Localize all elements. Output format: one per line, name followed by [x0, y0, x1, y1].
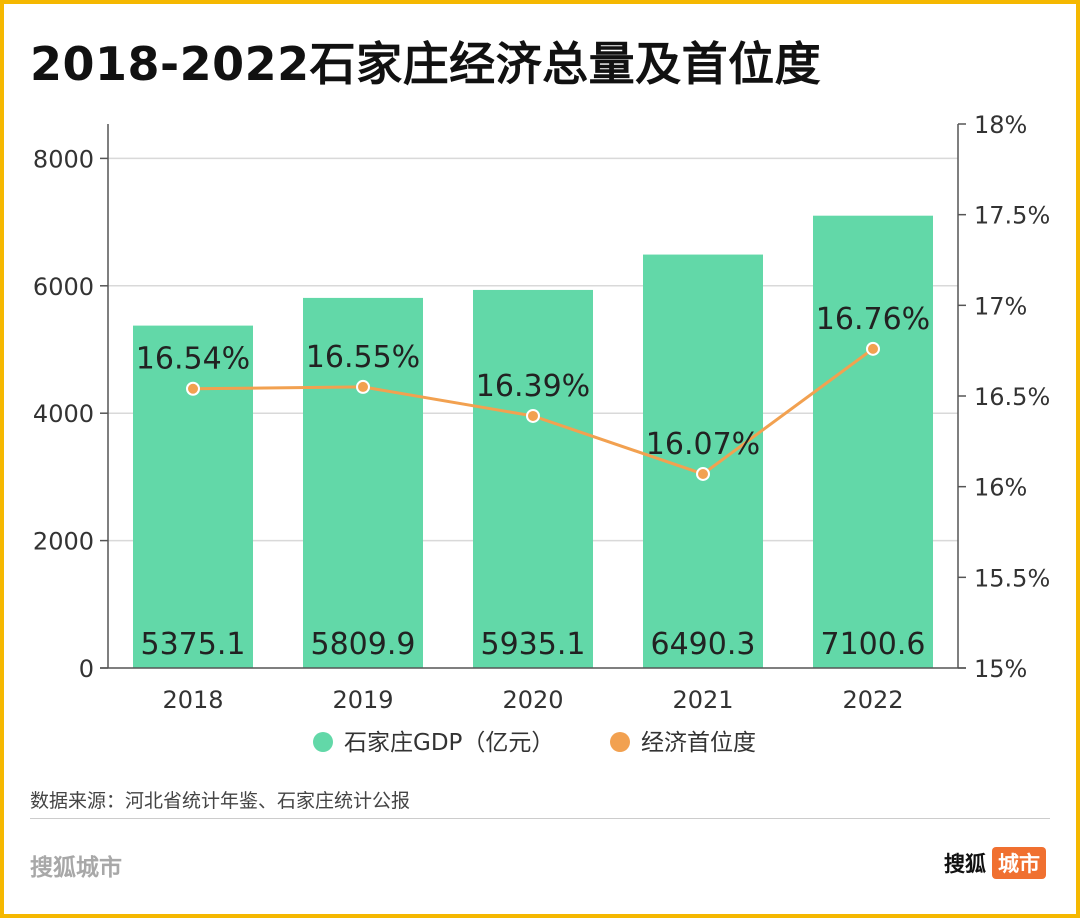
left-tick-label: 4000: [33, 400, 94, 428]
x-tick-label: 2021: [672, 686, 733, 714]
left-tick-label: 2000: [33, 528, 94, 556]
right-tick-label: 15.5%: [974, 564, 1050, 592]
left-tick-label: 6000: [33, 273, 94, 301]
legend-marker-ratio: [610, 732, 630, 752]
x-tick-label: 2019: [332, 686, 393, 714]
footer-divider: [30, 818, 1050, 819]
ratio-data-label: 16.39%: [476, 369, 590, 404]
gdp-bar: [133, 325, 253, 668]
legend-label-ratio: 经济首位度: [641, 730, 756, 756]
ratio-data-label: 16.55%: [306, 340, 420, 375]
bar-value-label: 5935.1: [481, 627, 586, 662]
ratio-point: [526, 408, 540, 423]
ratio-data-label: 16.54%: [136, 342, 250, 377]
x-tick-label: 2022: [842, 686, 903, 714]
bar-value-label: 5375.1: [141, 627, 246, 662]
left-tick-label: 0: [79, 655, 94, 683]
right-tick-label: 17%: [974, 292, 1027, 320]
gdp-bar: [473, 289, 593, 668]
bar-value-label: 5809.9: [311, 627, 416, 662]
bar-value-label: 7100.6: [821, 627, 926, 662]
bar-value-label: 6490.3: [651, 627, 756, 662]
ratio-point: [866, 341, 880, 356]
right-tick-label: 15%: [974, 655, 1027, 683]
legend-label-gdp: 石家庄GDP（亿元）: [344, 730, 554, 756]
gdp-bar: [303, 297, 423, 668]
right-tick-label: 16.5%: [974, 383, 1050, 411]
brand-name: 搜狐城市: [30, 855, 122, 881]
right-tick-label: 18%: [974, 111, 1027, 139]
x-tick-label: 2020: [502, 686, 563, 714]
ratio-point: [696, 466, 710, 481]
right-tick-label: 16%: [974, 474, 1027, 502]
right-tick-label: 17.5%: [974, 202, 1050, 230]
ratio-point: [186, 381, 200, 396]
x-tick-label: 2018: [162, 686, 223, 714]
legend-marker-gdp: [313, 732, 333, 752]
logo-badge: 城市: [992, 847, 1046, 879]
data-source-note: 数据来源：河北省统计年鉴、石家庄统计公报: [30, 790, 411, 812]
left-tick-label: 8000: [33, 145, 94, 173]
ratio-point: [356, 379, 370, 394]
gdp-bar: [813, 215, 933, 668]
ratio-data-label: 16.07%: [646, 427, 760, 462]
ratio-data-label: 16.76%: [816, 302, 930, 337]
logo-text: 搜狐: [944, 852, 986, 876]
brand-logo: 搜狐 城市: [944, 847, 1046, 879]
chart-title: 2018-2022石家庄经济总量及首位度: [30, 37, 822, 91]
